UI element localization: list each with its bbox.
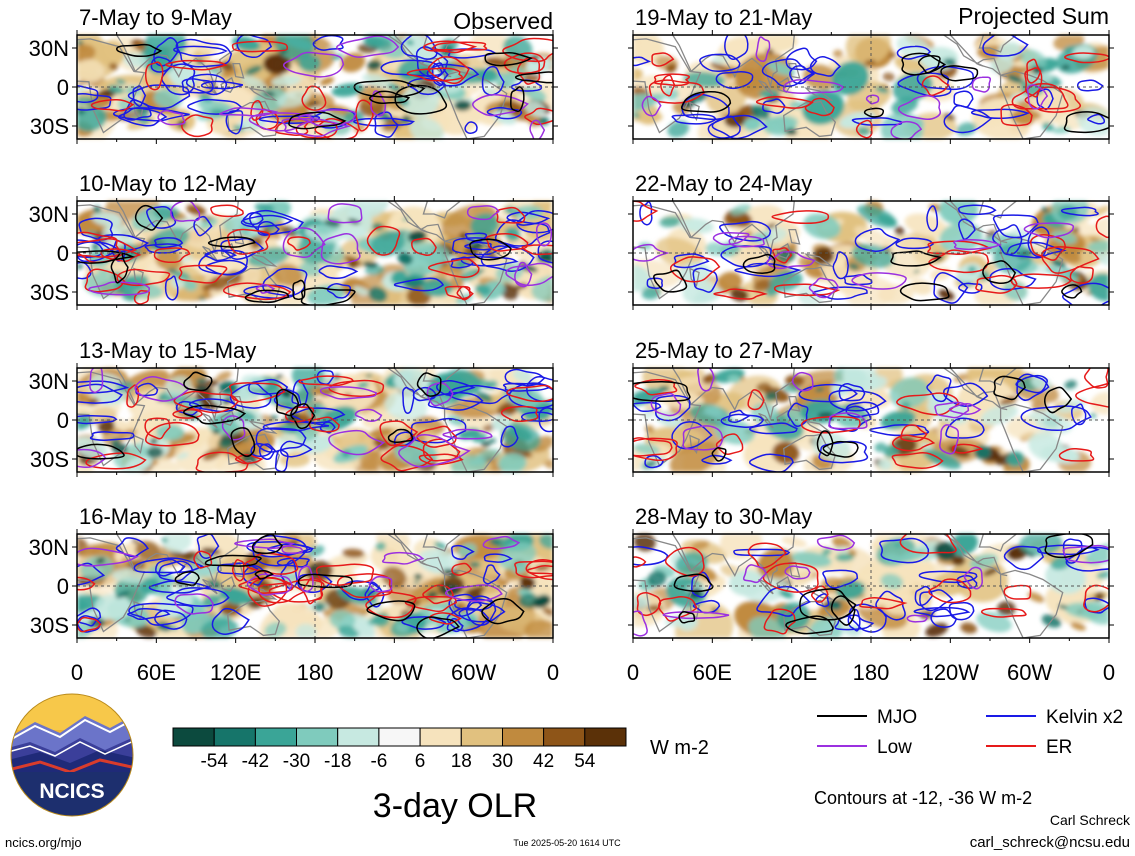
coastlines [77, 534, 508, 638]
panel-title: 7-May to 9-May [79, 5, 232, 30]
site-url: ncics.org/mjo [5, 835, 82, 850]
y-tick-label: 30S [30, 447, 69, 472]
wave-contours [77, 35, 553, 139]
colorbar-swatch [543, 727, 586, 747]
chart-title: 3-day OLR [373, 787, 537, 825]
coastlines [633, 368, 1064, 472]
map-panel: 25-May to 27-May [628, 338, 1114, 477]
wave-contours [633, 35, 1109, 139]
y-tick-label: 30N [29, 535, 69, 560]
wave-contours [77, 368, 553, 472]
y-tick-label: 0 [57, 241, 69, 266]
y-tick-label: 30S [30, 114, 69, 139]
panel-title: 13-May to 15-May [79, 338, 256, 363]
y-tick-label: 0 [57, 75, 69, 100]
wave-contours [633, 534, 1109, 637]
projected-header: Projected Sum [958, 3, 1109, 29]
colorbar-tick-label: 30 [492, 751, 513, 772]
x-tick-label: 0 [627, 660, 639, 685]
x-tick-label: 60E [693, 660, 732, 685]
wave-contours [633, 368, 1109, 472]
x-tick-label: 120W [366, 660, 424, 685]
map-panel: 30N 0 30S 10-May to 12-May [29, 171, 558, 310]
observed-header: Observed [453, 8, 553, 34]
x-tick-label: 120W [922, 660, 980, 685]
map-panel: 28-May to 30-May [628, 504, 1114, 643]
legend-label: Kelvin x2 [1046, 707, 1123, 728]
y-tick-label: 30S [30, 280, 69, 305]
colorbar-tick-label: -6 [370, 751, 387, 772]
colorbar-tick-label: 42 [533, 751, 554, 772]
colorbar-swatch [296, 727, 339, 747]
x-tick-label: 180 [853, 660, 890, 685]
colorbar-swatch [254, 727, 298, 747]
x-tick-label: 120E [766, 660, 817, 685]
legend: MJO Kelvin x2 Low ER [817, 707, 1123, 758]
panel-title: 28-May to 30-May [635, 504, 812, 529]
timestamp: Tue 2025-05-20 1614 UTC [513, 838, 621, 848]
y-tick-label: 30N [29, 202, 69, 227]
contours-note: Contours at -12, -36 W m-2 [814, 788, 1032, 808]
panel-title: 19-May to 21-May [635, 5, 812, 30]
x-tick-label: 0 [547, 660, 559, 685]
legend-label: Low [877, 737, 912, 758]
y-tick-label: 30S [30, 613, 69, 638]
colorbar-tick-label: -18 [324, 751, 351, 772]
olr-anomaly-field [77, 201, 553, 305]
x-tick-label: 60W [451, 660, 496, 685]
legend-label: MJO [877, 707, 917, 728]
map-panel: 30N 0 30S 7-May to 9-May [29, 5, 558, 144]
colorbar-swatch [460, 727, 503, 747]
wave-contours [77, 201, 553, 305]
logo-text: NCICS [39, 780, 104, 803]
colorbar-swatch [502, 727, 545, 747]
legend-label: ER [1046, 737, 1072, 758]
x-tick-label: 0 [71, 660, 83, 685]
panel-title: 25-May to 27-May [635, 338, 812, 363]
x-tick-label: 0 [1103, 660, 1115, 685]
map-panel: 19-May to 21-May [628, 5, 1114, 144]
y-tick-label: 0 [57, 574, 69, 599]
colorbar-swatch [337, 727, 380, 747]
x-axis-labels: 0 60E 120E 180 120W 60W 0 0 60E 120E 180 120W 60W 0 [71, 660, 1115, 685]
y-tick-label: 30N [29, 36, 69, 61]
map-panels: 30N 0 30S 7-May to 9-May 30N 0 30S 10-May to 12… [29, 5, 1114, 643]
colorbar-tick-label: 6 [415, 751, 426, 772]
colorbar-tick-label: -30 [283, 751, 310, 772]
colorbar: -54 -42 -30 -18 -6 6 18 30 42 54 [172, 727, 627, 772]
colorbar-swatch [419, 727, 462, 747]
olr-anomaly-field [633, 534, 1109, 638]
colorbar-swatch [584, 727, 627, 747]
x-tick-label: 60E [137, 660, 176, 685]
colorbar-tick-label: -42 [242, 751, 269, 772]
y-tick-label: 30N [29, 369, 69, 394]
author-name: Carl Schreck [1050, 812, 1131, 828]
colorbar-swatch [378, 727, 421, 747]
wave-contours [77, 534, 553, 638]
map-panel: 30N 0 30S 16-May to 18-May [29, 504, 558, 643]
y-tick-label: 0 [57, 408, 69, 433]
x-tick-label: 60W [1007, 660, 1052, 685]
colorbar-swatch [213, 727, 256, 747]
x-tick-label: 180 [297, 660, 334, 685]
panel-title: 10-May to 12-May [79, 171, 256, 196]
colorbar-tick-label: 54 [574, 751, 596, 772]
map-panel: 22-May to 24-May [628, 171, 1114, 310]
author-email: carl_schreck@ncsu.edu [970, 834, 1130, 851]
colorbar-tick-label: 18 [451, 751, 472, 772]
unit-label: W m-2 [650, 737, 709, 759]
ncics-logo: NCICS [10, 693, 134, 817]
x-tick-label: 120E [210, 660, 261, 685]
panel-title: 16-May to 18-May [79, 504, 256, 529]
colorbar-tick-label: -54 [200, 751, 228, 772]
map-panel: 30N 0 30S 13-May to 15-May [29, 338, 558, 477]
colorbar-swatch [172, 727, 215, 747]
panel-title: 22-May to 24-May [635, 171, 812, 196]
wave-contours [633, 201, 1109, 305]
